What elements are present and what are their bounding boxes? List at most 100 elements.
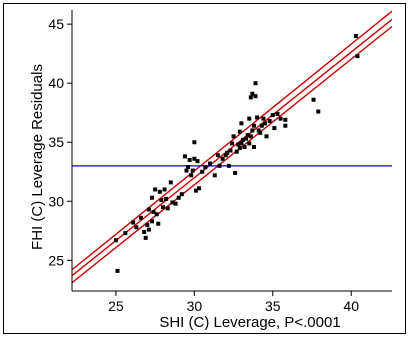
data-point bbox=[146, 227, 151, 232]
y-axis-label: FHI (C) Leverage Residuals bbox=[29, 64, 46, 250]
data-point bbox=[223, 153, 228, 158]
data-point bbox=[203, 165, 208, 170]
x-tick-label: 30 bbox=[187, 298, 203, 314]
fit-lower-confidence-line bbox=[72, 25, 392, 284]
data-point bbox=[134, 225, 139, 230]
y-tick-label: 25 bbox=[48, 252, 64, 268]
data-point bbox=[162, 187, 167, 192]
data-point bbox=[220, 156, 225, 161]
data-point bbox=[270, 113, 275, 118]
data-point bbox=[186, 165, 191, 170]
data-point bbox=[247, 116, 252, 121]
data-point bbox=[192, 156, 197, 161]
plot-content bbox=[72, 10, 392, 284]
data-point bbox=[239, 121, 244, 126]
data-point bbox=[151, 209, 156, 214]
data-point bbox=[247, 141, 252, 146]
data-point bbox=[212, 173, 217, 178]
data-point bbox=[311, 97, 316, 102]
data-point bbox=[164, 196, 169, 201]
data-point bbox=[316, 109, 321, 114]
data-point bbox=[217, 163, 222, 168]
data-point bbox=[192, 140, 197, 145]
y-tick-label: 30 bbox=[48, 193, 64, 209]
data-point bbox=[197, 186, 202, 191]
data-point bbox=[253, 81, 258, 86]
data-point bbox=[123, 231, 128, 236]
data-point bbox=[251, 123, 256, 128]
data-point bbox=[228, 148, 233, 153]
data-point bbox=[251, 144, 256, 149]
data-point bbox=[250, 128, 255, 133]
data-point bbox=[145, 222, 150, 227]
data-point bbox=[160, 205, 165, 210]
data-point bbox=[195, 159, 200, 164]
data-point bbox=[275, 111, 280, 116]
data-point bbox=[200, 169, 205, 174]
data-point bbox=[236, 142, 241, 147]
data-point bbox=[272, 126, 277, 131]
data-point bbox=[215, 153, 220, 158]
data-point bbox=[245, 133, 250, 138]
x-axis-label: SHI (C) Leverage, P<.0001 bbox=[159, 314, 340, 331]
data-point bbox=[113, 238, 118, 243]
data-point bbox=[355, 54, 360, 59]
data-point bbox=[248, 95, 253, 100]
data-point bbox=[187, 157, 192, 162]
data-point bbox=[226, 163, 231, 168]
data-point bbox=[242, 144, 247, 149]
plot-area bbox=[72, 10, 392, 284]
data-point bbox=[154, 212, 159, 217]
fit-line bbox=[72, 18, 392, 277]
data-point bbox=[278, 116, 283, 121]
data-point bbox=[189, 173, 194, 178]
data-point bbox=[156, 221, 161, 226]
figure-border bbox=[3, 3, 406, 334]
axes: 25 30 35 40 25 30 35 40 45 bbox=[48, 10, 392, 314]
data-point bbox=[150, 195, 154, 200]
data-point bbox=[250, 91, 255, 96]
fit-upper-confidence-line bbox=[72, 10, 392, 271]
data-point bbox=[150, 219, 154, 224]
data-point bbox=[233, 170, 238, 175]
data-point bbox=[253, 94, 258, 99]
data-point bbox=[179, 192, 184, 197]
data-point bbox=[159, 198, 164, 203]
data-point bbox=[142, 229, 147, 234]
data-point bbox=[190, 168, 195, 173]
x-tick-label: 25 bbox=[108, 298, 124, 314]
data-point bbox=[208, 161, 213, 166]
data-point bbox=[264, 134, 269, 139]
data-point bbox=[258, 130, 263, 135]
data-point bbox=[157, 189, 162, 194]
data-point bbox=[259, 123, 264, 128]
data-point bbox=[244, 136, 249, 141]
data-point bbox=[182, 154, 187, 159]
x-tick-label: 40 bbox=[343, 298, 359, 314]
data-point bbox=[170, 200, 175, 205]
data-point bbox=[240, 137, 245, 142]
data-point bbox=[283, 117, 288, 122]
data-point bbox=[146, 207, 151, 212]
data-point bbox=[261, 116, 266, 121]
data-point bbox=[283, 123, 288, 128]
data-point bbox=[256, 128, 261, 133]
y-tick-label: 35 bbox=[48, 134, 64, 150]
data-point bbox=[262, 121, 267, 126]
data-point bbox=[165, 206, 170, 211]
data-point bbox=[230, 141, 234, 146]
data-point bbox=[231, 134, 236, 139]
data-point bbox=[139, 215, 144, 220]
data-point bbox=[353, 33, 358, 38]
data-point bbox=[176, 195, 181, 200]
data-point bbox=[143, 235, 148, 240]
data-point bbox=[267, 118, 272, 123]
data-point bbox=[239, 141, 244, 146]
data-point bbox=[193, 188, 198, 193]
data-point bbox=[237, 146, 242, 151]
data-point bbox=[168, 180, 173, 185]
data-point bbox=[131, 220, 136, 225]
data-point bbox=[248, 134, 253, 139]
data-point bbox=[153, 187, 158, 192]
